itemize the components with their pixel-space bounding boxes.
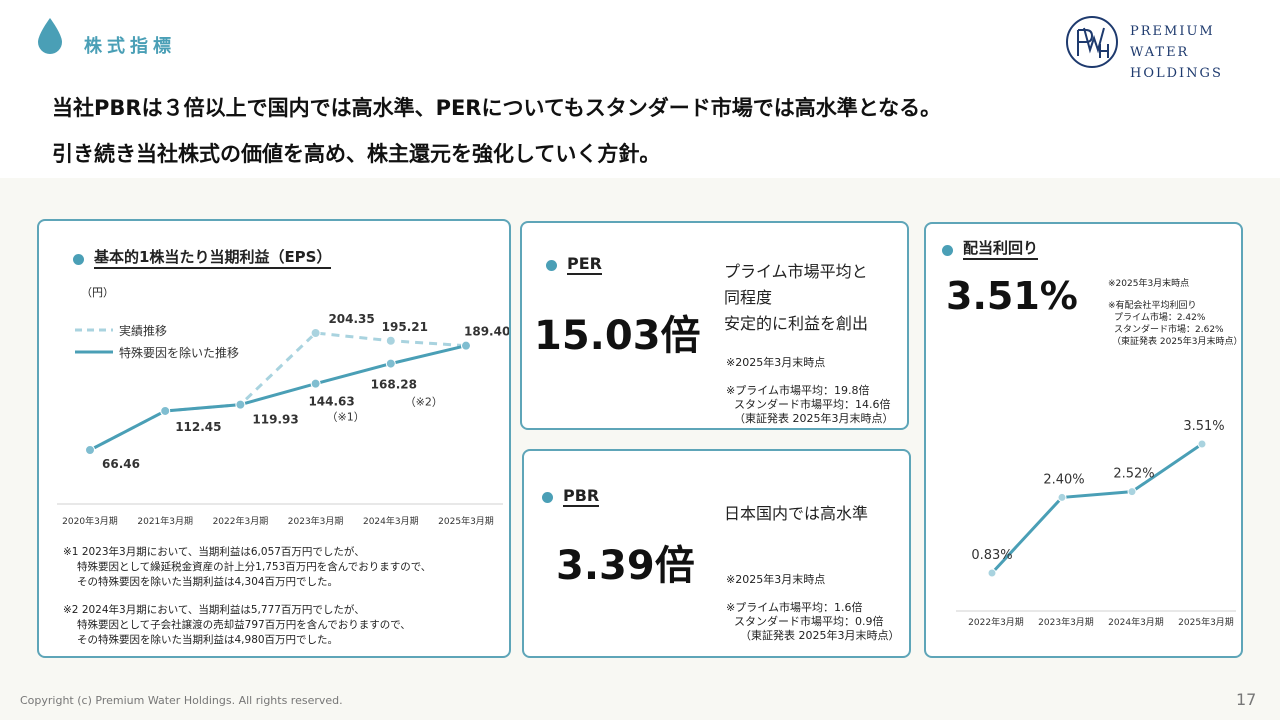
bullet-dot-icon — [546, 259, 557, 271]
series-line-adjusted — [89, 344, 467, 452]
data-point-adjusted — [385, 358, 396, 369]
per-card: PER 15.03倍 プライム市場平均と 同程度 安定的に利益を創出 ※2025… — [520, 221, 909, 430]
data-point-adjusted — [310, 378, 321, 389]
x-tick-label: 2024年3月期 — [1108, 616, 1164, 628]
pbr-avg-1: ※プライム市場平均：1.6倍 — [726, 601, 863, 614]
pbr-avg-2: スタンダード市場平均：0.9倍 — [734, 615, 884, 628]
pbr-asof: ※2025年3月末時点 — [726, 573, 826, 586]
dividend-avg-2: スタンダード市場：2.62% — [1114, 325, 1224, 335]
dividend-card: 配当利回り 3.51% ※2025年3月末時点 ※有配会社平均利回り プライム市… — [924, 222, 1243, 658]
section-title: 株式指標 — [84, 36, 176, 57]
eps-unit: （円） — [81, 286, 114, 299]
eps-note-line: 特殊要因として繰延税金資産の計上分1,753百万円を含んでおりますので、 — [77, 561, 432, 573]
logo-line1: Premium Water — [1130, 24, 1215, 60]
note-mark-1: （※1） — [326, 411, 364, 424]
logo-line2: Holdings — [1130, 66, 1223, 81]
eps-card: 基本的1株当たり当期利益（EPS） （円） 2020年3月期 2021年3月期 20… — [37, 219, 511, 658]
legend-label-actual: 実績推移 — [119, 323, 167, 338]
series-line-dividend — [990, 442, 1203, 575]
x-tick-label: 2025年3月期 — [438, 515, 494, 527]
data-label-dividend: 3.51% — [1183, 419, 1224, 434]
legend-label-adjusted: 特殊要因を除いた推移 — [119, 345, 239, 360]
bullet-dot-icon — [73, 253, 84, 265]
page-number: 17 — [1236, 690, 1257, 709]
data-label-adjusted: 189.40 — [464, 325, 509, 339]
x-tick-label: 2023年3月期 — [288, 515, 344, 527]
water-drop-icon — [38, 18, 62, 54]
eps-chart: 2020年3月期 2021年3月期 2022年3月期 2023年3月期 2024年3月期… — [57, 312, 509, 527]
x-tick-label: 2020年3月期 — [62, 515, 118, 527]
per-avg-1: ※プライム市場平均：19.8倍 — [726, 384, 870, 397]
headline-1: 当社PBRは３倍以上で国内では高水準、PERについてもスタンダード市場では高水準… — [52, 96, 942, 120]
copyright: Copyright (c) Premium Water Holdings. Al… — [20, 694, 343, 707]
data-point-dividend — [1057, 492, 1067, 502]
eps-note-line: 特殊要因として子会社譲渡の売却益797百万円を含んでおりますので、 — [77, 619, 411, 631]
dividend-title: 配当利回り — [942, 240, 1039, 260]
per-desc-3: 安定的に利益を創出 — [724, 314, 869, 333]
pbr-card: PBR 3.39倍 日本国内では高水準 ※2025年3月末時点 ※プライム市場平… — [522, 449, 911, 658]
data-point-dividend — [1197, 439, 1207, 449]
data-point-dividend — [987, 568, 997, 578]
data-point-adjusted — [235, 399, 246, 410]
x-tick-label: 2024年3月期 — [363, 515, 419, 527]
data-label-dividend: 2.40% — [1043, 472, 1084, 487]
bullet-dot-icon — [542, 491, 553, 503]
data-label-actual: 204.35 — [328, 312, 374, 326]
x-tick-label: 2025年3月期 — [1178, 616, 1234, 628]
company-logo-icon — [1066, 16, 1118, 68]
data-point-adjusted — [461, 340, 471, 351]
eps-note-line: ※2 2024年3月期において、当期利益は5,777百万円でしたが、 — [63, 604, 365, 616]
headline-2: 引き続き当社株式の価値を高め、株主還元を強化していく方針。 — [52, 142, 661, 166]
per-avg-2: スタンダード市場平均：14.6倍 — [734, 398, 891, 411]
data-label-adjusted: 168.28 — [371, 378, 417, 392]
eps-note-line: その特殊要因を除いた当期利益は4,980百万円でした。 — [77, 634, 339, 646]
data-point-adjusted — [85, 445, 95, 455]
bullet-dot-icon — [942, 244, 953, 256]
x-tick-label: 2021年3月期 — [137, 515, 193, 527]
eps-note-line: ※1 2023年3月期において、当期利益は6,057百万円でしたが、 — [63, 546, 365, 558]
dividend-avg-title: ※有配会社平均利回り — [1108, 301, 1197, 311]
dividend-asof: ※2025年3月末時点 — [1108, 279, 1190, 289]
per-desc-2: 同程度 — [724, 288, 773, 307]
dividend-value: 3.51% — [946, 274, 1078, 318]
x-tick-label: 2023年3月期 — [1038, 616, 1094, 628]
x-tick-label: 2022年3月期 — [213, 515, 269, 527]
logo-text: Premium Water Holdings — [1130, 21, 1280, 84]
data-label-adjusted: 119.93 — [252, 413, 298, 427]
data-label-dividend: 0.83% — [971, 548, 1012, 563]
data-point-adjusted — [160, 405, 171, 416]
x-tick-label: 2022年3月期 — [968, 616, 1024, 628]
data-point-actual — [310, 328, 321, 338]
per-title: PER — [546, 255, 602, 275]
data-label-dividend: 2.52% — [1113, 467, 1154, 482]
dividend-source: （東証発表 2025年3月末時点） — [1112, 337, 1243, 347]
per-value: 15.03倍 — [534, 313, 701, 359]
data-label-adjusted: 112.45 — [175, 420, 221, 434]
data-label-actual: 195.21 — [382, 320, 428, 334]
pbr-source: （東証発表 2025年3月末時点） — [740, 629, 900, 642]
header: 株式指標 Premium Water Holdings 当社PBRは３倍以上で国… — [0, 0, 1280, 178]
dividend-avg-1: プライム市場：2.42% — [1114, 313, 1206, 323]
per-asof: ※2025年3月末時点 — [726, 356, 826, 369]
eps-title: 基本的1株当たり当期利益（EPS） — [73, 249, 332, 269]
eps-note-line: その特殊要因を除いた当期利益は4,304百万円でした。 — [77, 576, 339, 588]
data-point-dividend — [1127, 487, 1137, 497]
per-desc-1: プライム市場平均と — [724, 262, 868, 281]
data-label-adjusted: 66.46 — [102, 457, 140, 471]
pbr-title: PBR — [542, 487, 600, 507]
data-point-actual — [385, 335, 396, 346]
data-label-adjusted: 144.63 — [308, 395, 354, 409]
dividend-chart: 2022年3月期 2023年3月期 2024年3月期 2025年3月期 0.83% 2.4… — [956, 419, 1236, 628]
note-mark-2: （※2） — [405, 396, 443, 409]
pbr-value: 3.39倍 — [556, 543, 695, 589]
pbr-desc: 日本国内では高水準 — [724, 504, 869, 523]
per-source: （東証発表 2025年3月末時点） — [734, 412, 894, 425]
